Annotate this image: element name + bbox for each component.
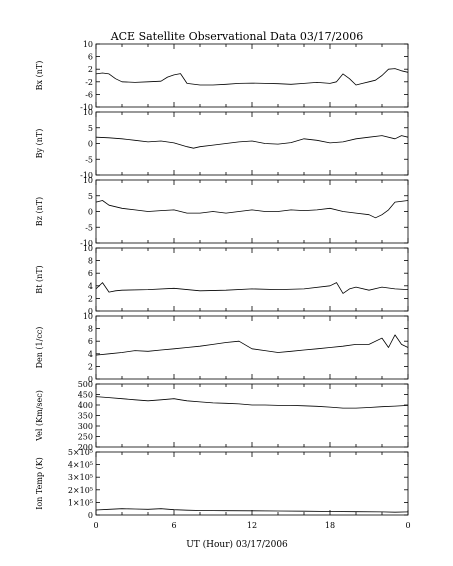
y-tick-label: 4 [88,350,93,359]
panel-2: 10 5 0 -5 -10 By (nT) [35,108,409,180]
series-line-1 [95,200,409,219]
panel-frame [95,179,409,244]
y-axis-label: Bx (nT) [35,61,44,91]
y-axis-label: Bz (nT) [35,197,44,226]
panel-frame [95,451,409,516]
y-tick-label: 0 [88,307,93,316]
y-tick-label: 6 [88,337,93,346]
panel-3: 10 5 0 -5 -10 Bz (nT) [35,176,409,248]
y-tick-label: 300 [78,422,93,431]
panel-4: 10 8 6 4 2 0 Bt (nT) [35,244,409,316]
x-axis-label: UT (Hour) 03/17/2006 [186,539,288,550]
y-tick-label: -10 [80,103,93,112]
y-axis-label: By (nT) [35,129,44,159]
y-tick-label: 2 [88,294,93,303]
series-line-1 [95,508,409,513]
y-axis-label: Bt (nT) [35,265,44,293]
y-tick-label: 4×10⁵ [68,461,93,470]
y-tick-label: 10 [83,176,93,185]
y-tick-label: 10 [83,40,93,49]
x-tick-label: 0 [93,521,98,530]
y-tick-label: 2 [88,362,93,371]
y-tick-label: 6 [88,269,93,278]
x-tick-label: 0 [405,521,410,530]
y-tick-label: 5 [88,124,93,133]
y-tick-label: 3×10⁵ [68,473,93,482]
y-tick-label: -10 [80,171,93,180]
x-axis: 0 6 12 18 0 [93,521,410,530]
x-tick-label: 12 [247,521,257,530]
panel-frame [95,111,409,176]
series-line-1 [95,135,409,149]
y-tick-label: -6 [85,90,93,99]
panels: 10 6 2 -2 -6 -10 Bx (nT) 10 5 0 -5 -10 By (nT) 10 5 0 -5… [35,40,409,520]
panel-1: 10 6 2 -2 -6 -10 Bx (nT) [35,40,409,112]
y-axis-label: Den (1/cc) [35,327,44,369]
y-tick-label: 10 [83,244,93,253]
y-tick-label: 200 [78,443,93,452]
y-tick-label: -10 [80,239,93,248]
panel-frame [95,43,409,108]
y-tick-label: 1×10⁵ [68,498,93,507]
panel-frame [95,315,409,380]
panel-frame [95,247,409,312]
y-tick-label: 4 [88,282,93,291]
y-tick-label: 0 [88,375,93,384]
y-tick-label: 10 [83,312,93,321]
x-tick-label: 6 [171,521,176,530]
x-tick-label: 18 [325,521,335,530]
y-tick-label: 2 [88,65,93,74]
panel-5: 10 8 6 4 2 0 Den (1/cc) [35,312,409,384]
y-tick-label: 0 [88,511,93,520]
y-tick-label: 10 [83,108,93,117]
y-tick-label: 6 [88,53,93,62]
y-tick-label: -5 [85,155,93,164]
y-tick-label: 0 [88,208,93,217]
chart-title: ACE Satellite Observational Data 03/17/2… [110,30,364,43]
y-tick-label: -5 [85,223,93,232]
series-line-1 [95,334,409,356]
y-tick-label: 350 [78,412,93,421]
panel-7: 5×10⁵ 4×10⁵ 3×10⁵ 2×10⁵ 1×10⁵ 0 Ion Temp (K) [35,448,409,520]
y-tick-label: 8 [88,257,93,266]
series-line-1 [95,68,409,86]
y-tick-label: -2 [85,78,93,87]
y-tick-label: 250 [78,433,93,442]
y-tick-label: 450 [78,391,93,400]
y-tick-label: 5×10⁵ [68,448,93,457]
series-line-1 [95,282,409,294]
y-tick-label: 500 [78,380,93,389]
y-tick-label: 5 [88,192,93,201]
y-tick-label: 0 [88,140,93,149]
panel-frame [95,383,409,448]
y-axis-label: Ion Temp (K) [35,457,44,510]
series-line-1 [95,396,409,409]
y-tick-label: 400 [78,401,93,410]
y-tick-label: 2×10⁵ [68,486,93,495]
y-tick-label: 8 [88,325,93,334]
y-axis-label: Vel (Km/sec) [35,390,44,442]
